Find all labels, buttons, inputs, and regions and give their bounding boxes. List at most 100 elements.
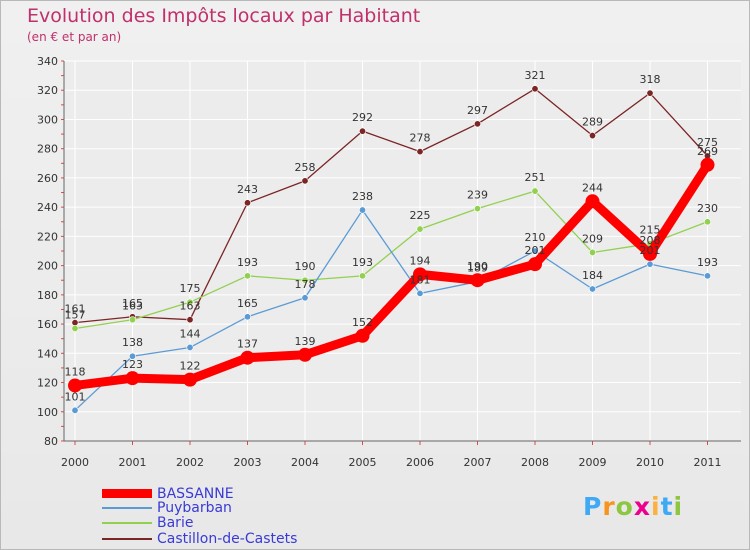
data-point [646,89,654,97]
data-point [643,246,657,261]
data-point [531,247,539,255]
x-tick-label: 2006 [406,456,434,469]
data-point [470,273,485,288]
data-label: 163 [180,300,201,313]
data-point [301,276,309,284]
y-tick-label: 160 [37,318,58,331]
data-label: 138 [122,336,143,349]
data-point [301,294,309,302]
data-label: 269 [697,145,718,158]
x-tick-label: 2009 [579,456,607,469]
data-label: 318 [640,73,661,86]
x-tick-label: 2011 [694,456,722,469]
data-label: 163 [122,300,143,313]
logo-letter: P [583,492,603,521]
data-point [298,347,312,362]
data-point [71,324,79,332]
x-tick-label: 2005 [349,456,377,469]
data-label: 208 [640,234,661,247]
y-tick-label: 140 [37,347,58,360]
data-point [588,285,596,293]
data-label: 184 [582,269,603,282]
data-label: 289 [582,116,603,129]
data-label: 238 [352,190,373,203]
y-tick-label: 120 [37,377,58,390]
y-tick-label: 320 [37,84,58,97]
data-label: 165 [122,297,143,310]
x-tick-label: 2010 [636,456,664,469]
data-point [186,343,194,351]
data-point [186,316,194,324]
legend-swatch-barie [102,522,152,524]
data-point [646,260,654,268]
data-label: 190 [467,260,488,273]
series-line-bassanne [70,160,712,390]
chart-subtitle: (en € et par an) [27,30,122,44]
legend-swatch-bassanne [102,489,152,498]
x-tick-label: 2000 [61,456,89,469]
legend-label: Castillon-de-Castets [157,531,298,547]
data-label: 190 [295,260,316,273]
data-point [129,316,137,324]
data-point [531,85,539,93]
y-tick-label: 100 [37,406,58,419]
series-line-castillon-de-castets [74,88,709,324]
y-tick-label: 240 [37,201,58,214]
data-point [358,272,366,280]
x-tick-label: 2008 [521,456,549,469]
data-point [588,248,596,256]
x-tick-label: 2002 [176,456,204,469]
data-label: 139 [295,335,316,348]
y-tick-label: 280 [37,143,58,156]
data-label: 152 [352,316,373,329]
data-label: 157 [65,308,86,321]
data-label: 225 [410,209,431,222]
data-label: 243 [237,183,258,196]
data-point [71,406,79,414]
data-point [186,298,194,306]
data-label: 230 [697,202,718,215]
data-label: 297 [467,104,488,117]
data-label: 122 [180,360,201,373]
legend-label: BASSANNE [157,486,234,502]
data-label: 215 [640,224,661,237]
logo-letter: x [633,492,651,521]
data-point [531,187,539,195]
y-tick-label: 80 [44,435,58,448]
data-label: 210 [525,231,546,244]
data-label: 181 [410,273,431,286]
data-point [244,313,252,321]
chart-title: Evolution des Impôts locaux par Habitant [27,5,421,27]
data-point [473,120,481,128]
data-label: 201 [640,244,661,257]
data-point [528,257,542,272]
data-label: 275 [697,136,718,149]
data-point [129,352,137,360]
data-label: 144 [180,327,201,340]
data-point [588,132,596,140]
data-label: 118 [65,365,86,378]
data-point [358,206,366,214]
data-label: 209 [582,232,603,245]
legend-swatch-puybarban [102,507,152,509]
x-tick-label: 2001 [119,456,147,469]
data-point [244,272,252,280]
x-tick-label: 2007 [464,456,492,469]
data-point [703,218,711,226]
data-point [416,148,424,156]
data-label: 201 [525,244,546,257]
data-label: 278 [410,132,431,145]
data-label: 137 [237,338,258,351]
data-label: 244 [582,181,603,194]
data-label: 193 [237,256,258,269]
y-tick-label: 300 [37,113,58,126]
data-label: 175 [180,282,201,295]
data-label: 193 [697,256,718,269]
data-point [703,272,711,280]
y-tick-label: 200 [37,260,58,273]
data-point [585,194,600,209]
data-label: 178 [295,278,316,291]
legend-label: Puybarban [157,500,232,516]
